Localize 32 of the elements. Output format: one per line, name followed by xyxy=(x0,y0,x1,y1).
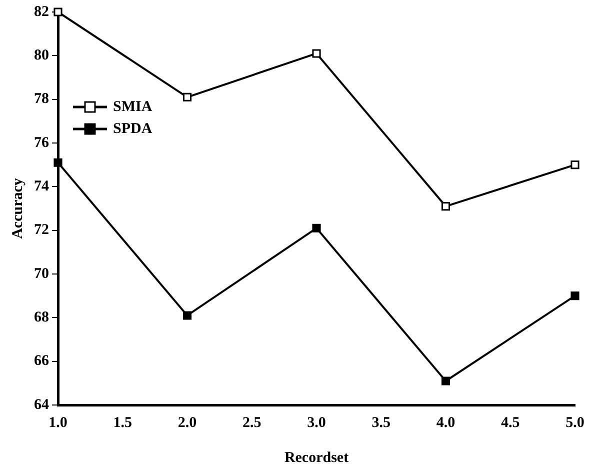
x-tick-label: 2.0 xyxy=(178,414,197,431)
point xyxy=(441,376,450,386)
x-tick-label: 2.5 xyxy=(242,414,262,431)
y-tick-label: 76 xyxy=(34,134,50,151)
y-tick-label: 78 xyxy=(34,91,49,108)
x-tick-label: 3.0 xyxy=(307,414,326,431)
y-tick-label: 82 xyxy=(34,4,49,20)
y-tick-label: 80 xyxy=(34,48,49,64)
point xyxy=(570,160,580,170)
x-axis-title: Recordset xyxy=(284,450,349,466)
x-tick-label: 1.5 xyxy=(113,414,132,431)
x-tick-label: 1.0 xyxy=(48,414,68,431)
point xyxy=(182,92,192,102)
y-tick-label: 66 xyxy=(34,353,50,370)
x-tick-label: 3.5 xyxy=(372,414,390,431)
x-tick-label: 4.5 xyxy=(501,414,520,431)
x-tick-label: 4.0 xyxy=(436,414,456,431)
y-tick-label: 70 xyxy=(34,266,49,282)
point xyxy=(570,292,580,300)
legend-label: SPDA xyxy=(113,120,152,137)
point xyxy=(312,224,321,232)
point xyxy=(182,311,192,320)
y-tick-label: 74 xyxy=(34,178,50,195)
x-tick-label: 5.0 xyxy=(566,414,584,431)
point xyxy=(312,49,321,58)
legend-label: SMIA xyxy=(113,98,152,115)
y-tick-label: 64 xyxy=(34,396,50,413)
y-axis-title: Accuracy xyxy=(10,178,26,239)
point xyxy=(54,158,62,167)
point xyxy=(441,202,450,211)
y-tick-label: 72 xyxy=(34,222,49,238)
y-tick-label: 68 xyxy=(34,310,49,326)
